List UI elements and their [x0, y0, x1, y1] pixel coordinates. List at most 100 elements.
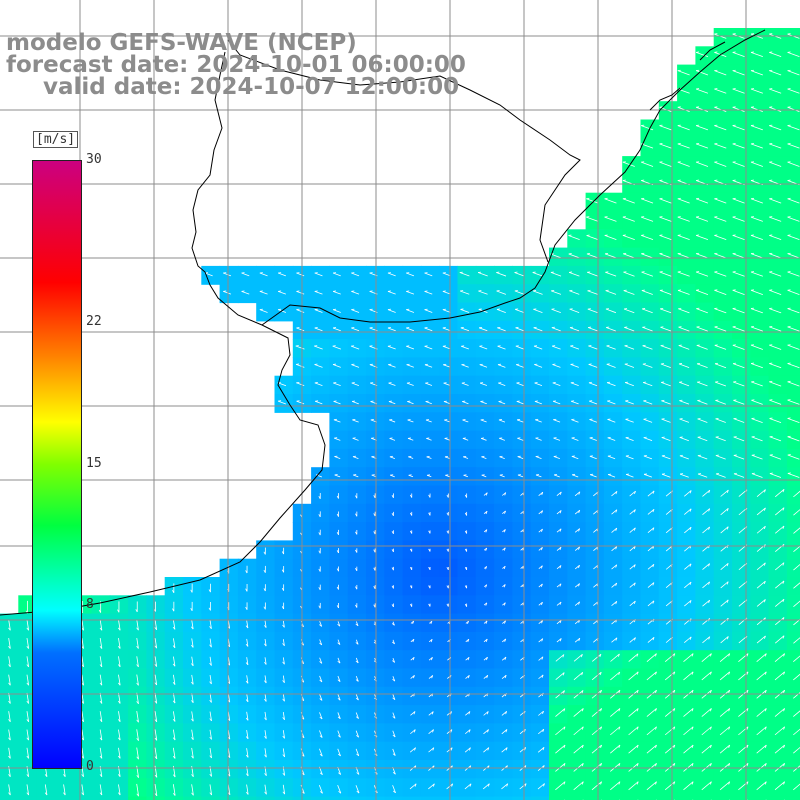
wind-arrow-head [318, 514, 321, 518]
wind-arrow [641, 271, 654, 277]
wind-arrow-head [543, 783, 545, 787]
wind-arrow [355, 712, 359, 719]
wind-cell [677, 485, 696, 505]
wind-arrow [571, 456, 579, 460]
wind-arrow [337, 785, 342, 794]
wind-cell [640, 705, 660, 724]
wind-cell [494, 631, 513, 651]
wind-cell [512, 522, 532, 541]
wind-arrow [555, 781, 566, 791]
wind-cell [475, 522, 495, 541]
wind-arrow [678, 363, 690, 368]
wind-arrow [695, 234, 709, 241]
wind-arrow [498, 382, 506, 386]
wind-arrow [514, 290, 525, 295]
wind-arrow [738, 599, 748, 607]
wind-arrow [646, 744, 657, 754]
wind-arrow-head [468, 711, 471, 715]
wind-arrow-head [486, 711, 489, 715]
wind-arrow [574, 509, 581, 515]
wind-cell [750, 796, 770, 800]
wind-arrow [314, 382, 323, 387]
wind-cell [640, 723, 660, 743]
wind-arrow [259, 309, 268, 313]
wind-cell [530, 595, 550, 615]
wind-arrow [282, 657, 285, 665]
wind-arrow [756, 580, 766, 589]
wind-arrow [769, 399, 782, 405]
wind-arrow-head [282, 754, 285, 758]
wind-cell [603, 522, 623, 541]
wind-arrow [497, 345, 506, 350]
wind-arrow [769, 143, 782, 149]
wind-arrow [26, 692, 30, 704]
wind-arrow [555, 744, 566, 754]
wind-arrow-head [467, 675, 470, 679]
wind-arrow [629, 564, 636, 570]
wind-arrow-head [504, 638, 507, 642]
wind-arrow [641, 198, 654, 204]
wind-arrow [223, 272, 232, 277]
wind-cell [530, 778, 550, 798]
wind-cell [786, 540, 800, 560]
wind-arrow [314, 327, 323, 332]
wind-arrow [679, 381, 690, 387]
wind-arrow [538, 710, 544, 716]
wind-arrow-head [764, 708, 767, 712]
wind-arrow-head [318, 532, 321, 536]
wind-arrow-head [191, 774, 194, 778]
wind-arrow [714, 344, 727, 350]
wind-arrow [793, 600, 800, 607]
wind-arrow [574, 528, 580, 533]
wind-arrow [296, 290, 305, 295]
lagoon-coast [649, 41, 726, 111]
wind-arrow [570, 400, 579, 405]
wind-arrow-head [562, 654, 565, 658]
wind-cell [0, 796, 19, 800]
wind-arrow-head [136, 701, 139, 705]
wind-arrow [793, 545, 800, 553]
wind-cell [530, 760, 550, 779]
wind-arrow [591, 671, 602, 681]
wind-arrow-head [98, 609, 102, 613]
wind-cell [146, 796, 166, 800]
wind-arrow-head [117, 609, 120, 613]
wind-arrow-head [282, 643, 285, 647]
wind-arrow [26, 747, 30, 759]
wind-arrow-head [689, 527, 692, 531]
wind-arrow [406, 345, 415, 350]
wind-arrow-head [336, 568, 339, 572]
wind-cell [439, 686, 459, 706]
wind-arrow [677, 143, 690, 149]
wind-cell [622, 540, 642, 560]
wind-arrow [246, 729, 249, 739]
wind-arrow [537, 747, 545, 753]
wind-arrow [282, 730, 285, 739]
wind-arrow [720, 563, 729, 570]
wind-arrow [551, 308, 561, 313]
wind-arrow [352, 437, 359, 441]
wind-cell [768, 668, 788, 688]
wind-cell [622, 796, 642, 800]
wind-cell [549, 540, 568, 560]
wind-arrow-head [764, 763, 767, 767]
wind-arrow [442, 309, 451, 313]
wind-arrow-head [709, 763, 712, 767]
wind-arrow-head [563, 708, 566, 712]
wind-arrow [587, 308, 598, 314]
wind-arrow [173, 656, 176, 667]
wind-arrow-head [636, 708, 639, 712]
wind-cell [750, 503, 770, 523]
wind-arrow [534, 400, 542, 405]
wind-cell [567, 686, 587, 706]
wind-arrow [606, 382, 616, 387]
wind-arrow [678, 345, 690, 350]
wind-arrow [606, 345, 616, 350]
wind-arrow-head [541, 602, 543, 606]
wind-arrow-head [172, 608, 175, 612]
wind-cell [457, 650, 477, 670]
wind-arrow-head [117, 755, 121, 759]
wind-arrow-head [563, 726, 566, 730]
wind-arrow-head [542, 710, 544, 715]
wind-arrow [714, 198, 727, 204]
